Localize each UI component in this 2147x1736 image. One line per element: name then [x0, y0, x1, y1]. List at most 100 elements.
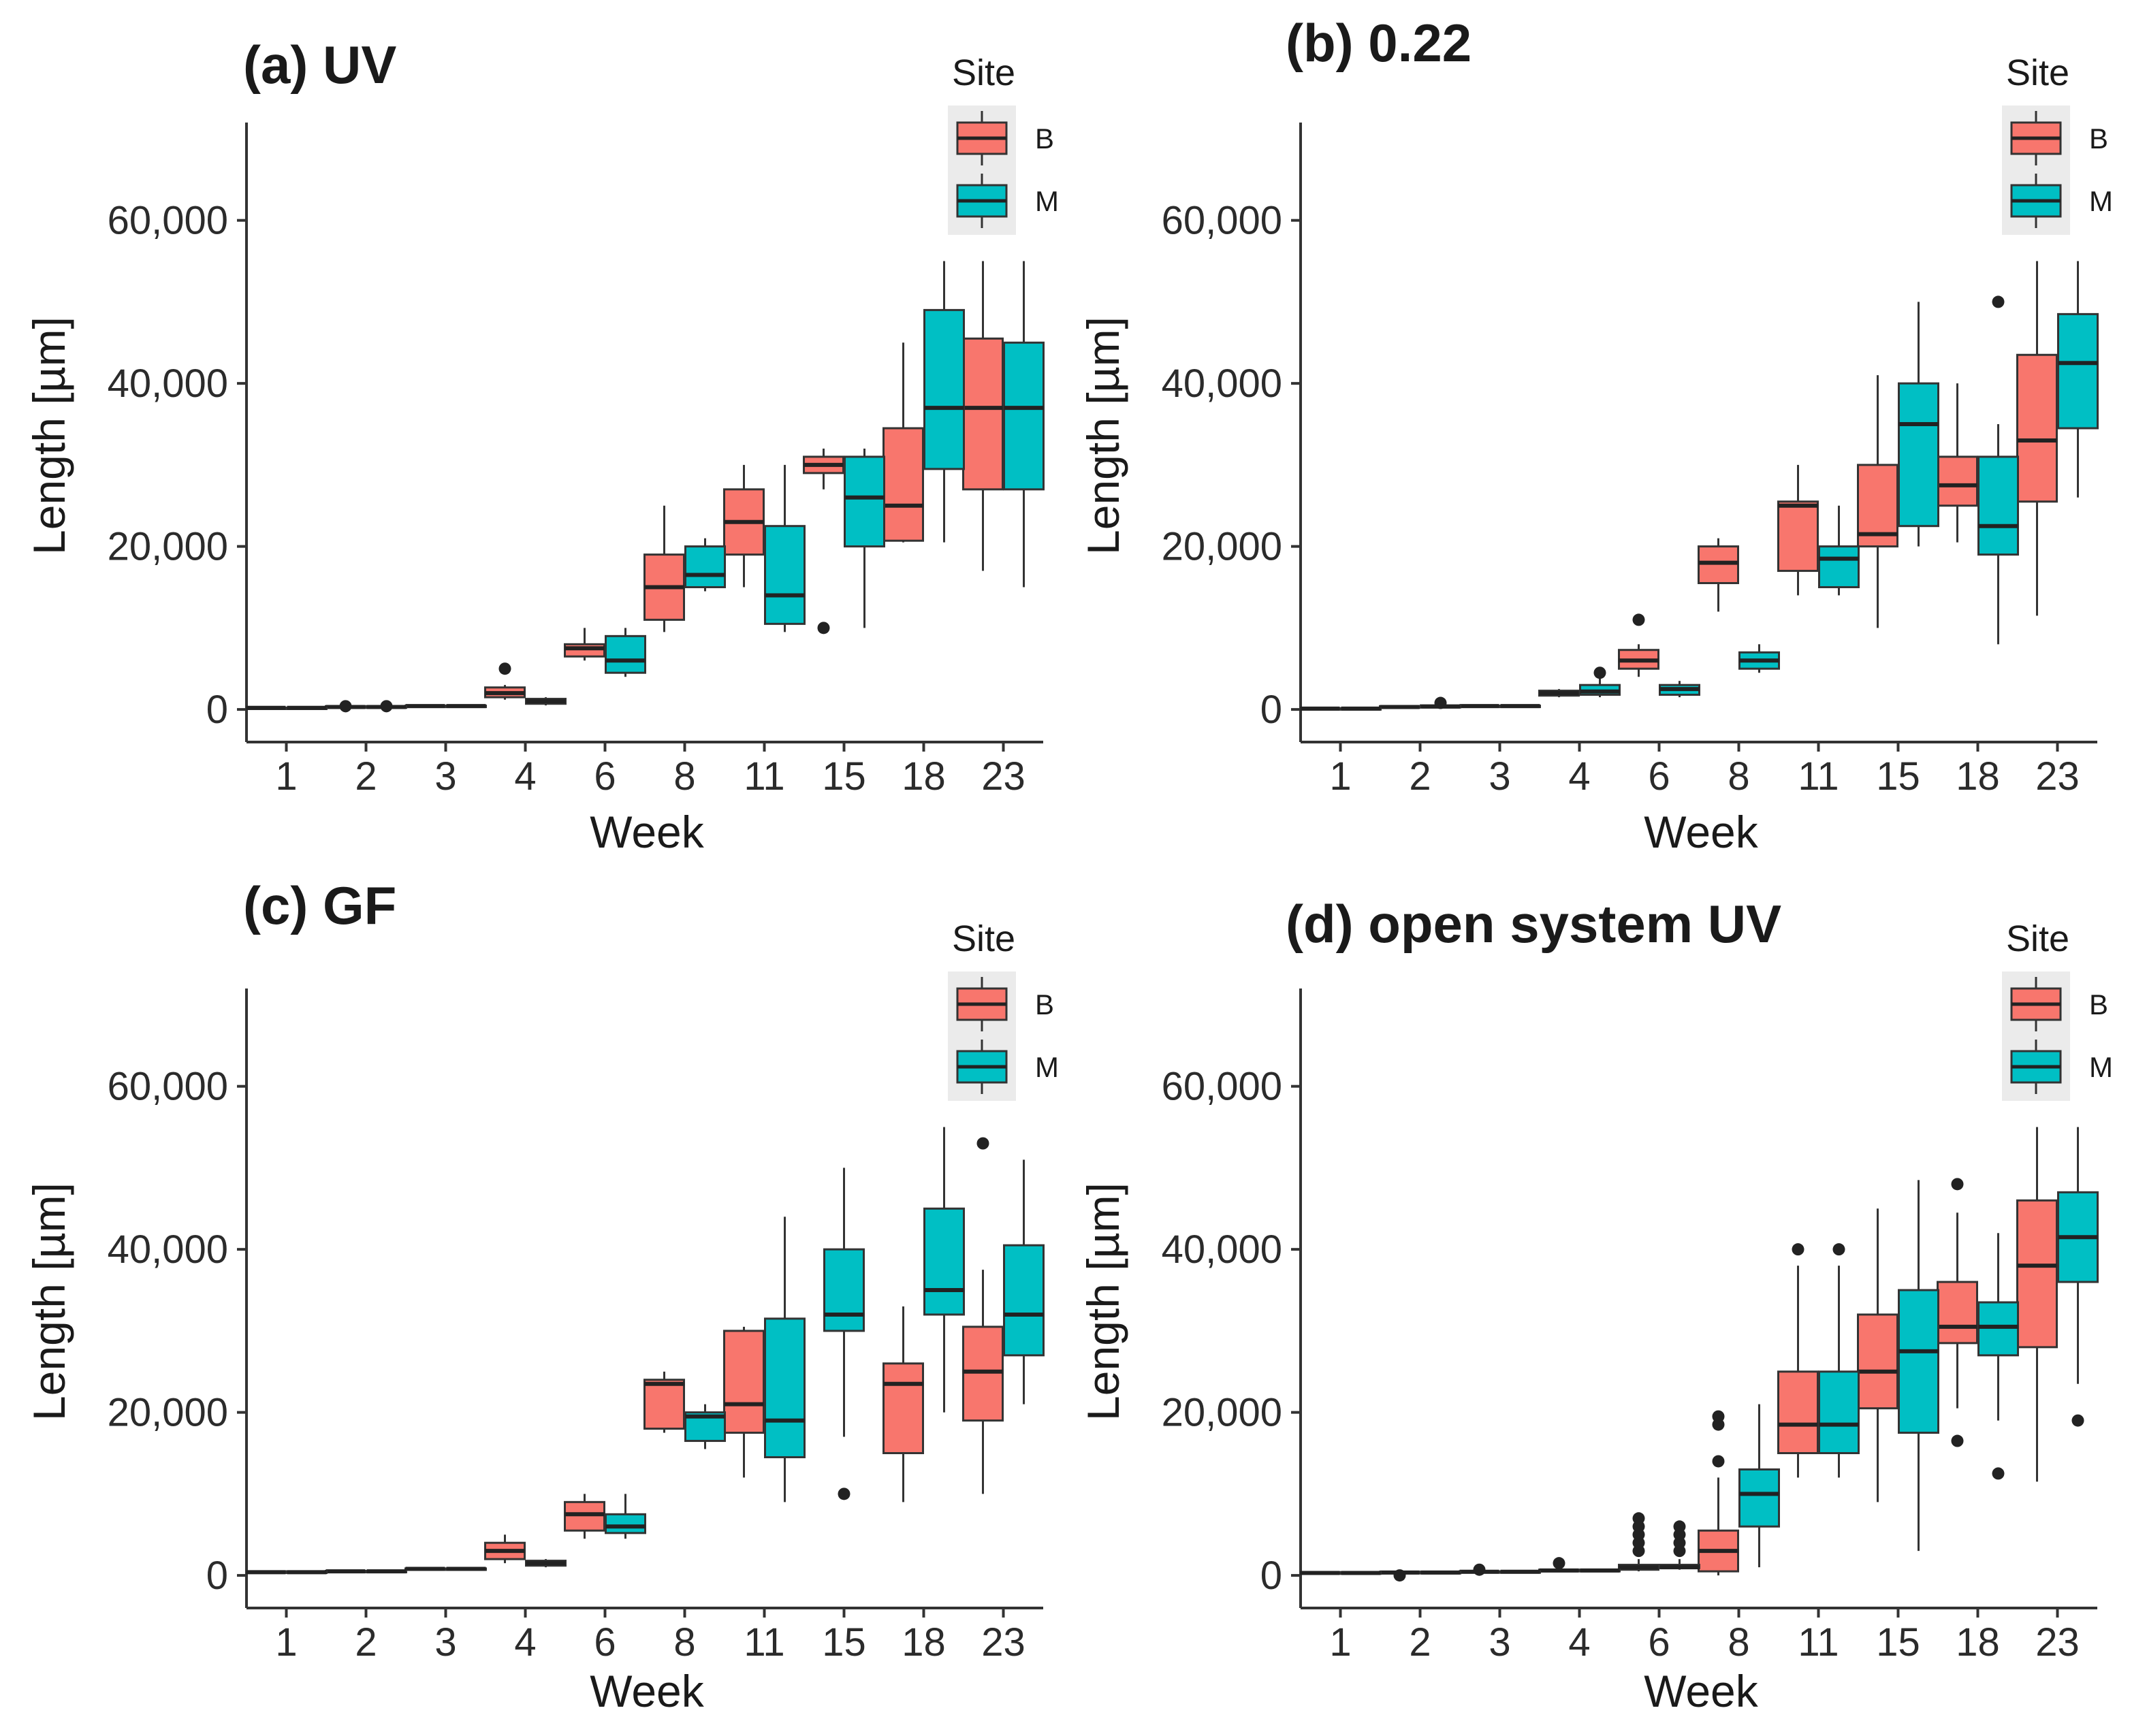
outlier-point	[1992, 295, 2005, 308]
box-b-week-1	[1299, 1571, 1341, 1575]
box-m-week-11	[1818, 505, 1860, 596]
legend-label: M	[2089, 1051, 2113, 1083]
box-body	[2057, 312, 2099, 430]
box-m-week-23	[1003, 261, 1045, 588]
box-body	[923, 308, 965, 470]
outlier-point	[1792, 1243, 1804, 1256]
panel-d: (d) open system UV Length [µm] Week Site…	[1078, 894, 2113, 1716]
legend-label: M	[2089, 185, 2113, 217]
x-tick-label: 18	[902, 1620, 946, 1665]
box-b-week-18	[1937, 383, 1978, 543]
y-tick-label: 0	[1260, 688, 1282, 732]
legend-title: Site	[2006, 52, 2069, 93]
x-tick-label: 1	[275, 1620, 297, 1665]
legend-label: B	[1035, 988, 1054, 1020]
box-body	[2016, 1199, 2058, 1349]
box-b-week-15	[1857, 375, 1898, 628]
box-body	[882, 427, 924, 542]
x-axis-title: Week	[1644, 1666, 1759, 1716]
x-tick-label: 6	[594, 1620, 616, 1665]
legend-key-b	[956, 977, 1008, 1031]
legend-label: M	[1035, 1051, 1059, 1083]
y-tick-label: 60,000	[108, 1065, 228, 1109]
box-m-week-18	[1977, 1233, 2019, 1480]
box-m-week-1	[1340, 706, 1382, 711]
box-m-week-23	[1003, 1159, 1045, 1404]
y-tick-label: 40,000	[108, 361, 228, 406]
box-body	[605, 1513, 646, 1534]
x-tick-label: 11	[744, 754, 784, 799]
outlier-point	[817, 622, 830, 634]
box-m-week-15	[1898, 302, 1939, 547]
box-b-week-11	[723, 1326, 765, 1478]
box-m-week-3	[1499, 1569, 1541, 1574]
box-m-week-6	[1659, 681, 1700, 698]
outlier-point	[976, 1137, 989, 1150]
box-m-week-18	[923, 1127, 965, 1413]
box-body	[1977, 455, 2019, 556]
y-axis-title: Length [µm]	[24, 1183, 74, 1421]
x-tick-label: 18	[902, 754, 946, 799]
outlier-point	[1632, 1512, 1645, 1525]
box-b-week-1	[1299, 706, 1341, 711]
legend-key-b	[2010, 977, 2062, 1031]
x-tick-label: 15	[1876, 754, 1920, 799]
box-body	[2016, 353, 2058, 503]
box-b-week-3	[1459, 1563, 1500, 1576]
y-tick-label: 20,000	[1162, 1391, 1282, 1435]
box-m-week-8	[684, 538, 726, 592]
box-body	[823, 1248, 865, 1332]
box-m-week-4	[525, 697, 567, 706]
box-m-week-2	[1420, 696, 1461, 709]
legend-title: Site	[952, 52, 1015, 93]
box-b-week-11	[723, 464, 765, 588]
y-tick-label: 40,000	[108, 1227, 228, 1272]
legend-title: Site	[2006, 918, 2069, 959]
y-axis-title: Length [µm]	[1078, 1183, 1128, 1421]
box-body	[1738, 1468, 1780, 1528]
x-tick-label: 1	[275, 754, 297, 799]
outlier-point	[1951, 1434, 1964, 1447]
panel-title: (d) open system UV	[1286, 894, 1781, 954]
outlier-point	[2071, 1414, 2084, 1427]
box-m-week-4	[1579, 1568, 1621, 1573]
y-axis-title: Length [µm]	[24, 317, 74, 555]
box-m-week-6	[605, 1494, 646, 1539]
box-m-week-1	[286, 705, 328, 710]
panel-title: (b) 0.22	[1286, 13, 1472, 73]
box-b-week-4	[484, 662, 526, 700]
outlier-point	[1632, 613, 1645, 626]
x-tick-label: 23	[2035, 754, 2080, 799]
box-body	[723, 1330, 765, 1434]
box-b-week-2	[325, 1569, 366, 1574]
box-m-week-8	[1738, 644, 1780, 673]
box-m-week-1	[286, 1570, 328, 1575]
x-tick-label: 1	[1329, 754, 1351, 799]
y-tick-label: 0	[206, 1554, 228, 1598]
box-body	[1937, 455, 1978, 507]
y-tick-label: 0	[206, 688, 228, 732]
legend-label: B	[2089, 123, 2108, 155]
outlier-point	[380, 700, 393, 713]
y-tick-label: 0	[1260, 1554, 1282, 1598]
x-tick-label: 11	[1798, 754, 1839, 799]
box-b-week-2	[1379, 705, 1420, 709]
box-b-week-6	[564, 1494, 605, 1539]
box-body	[1777, 500, 1819, 573]
box-m-week-6	[605, 628, 646, 677]
x-tick-label: 4	[514, 1620, 536, 1665]
x-tick-label: 6	[594, 754, 616, 799]
box-body	[882, 1362, 924, 1455]
legend-title: Site	[952, 918, 1015, 959]
outlier-point	[1393, 1569, 1406, 1582]
x-tick-label: 3	[1489, 1620, 1510, 1665]
box-body	[1898, 1289, 1939, 1434]
legend-key-m	[956, 174, 1008, 228]
y-tick-label: 40,000	[1162, 1227, 1282, 1272]
outlier-point	[1553, 1557, 1565, 1570]
box-b-week-8	[643, 1371, 685, 1433]
box-b-week-11	[1777, 464, 1819, 596]
x-tick-label: 2	[1409, 754, 1431, 799]
box-body	[764, 1317, 806, 1458]
x-axis-title: Week	[590, 807, 705, 857]
